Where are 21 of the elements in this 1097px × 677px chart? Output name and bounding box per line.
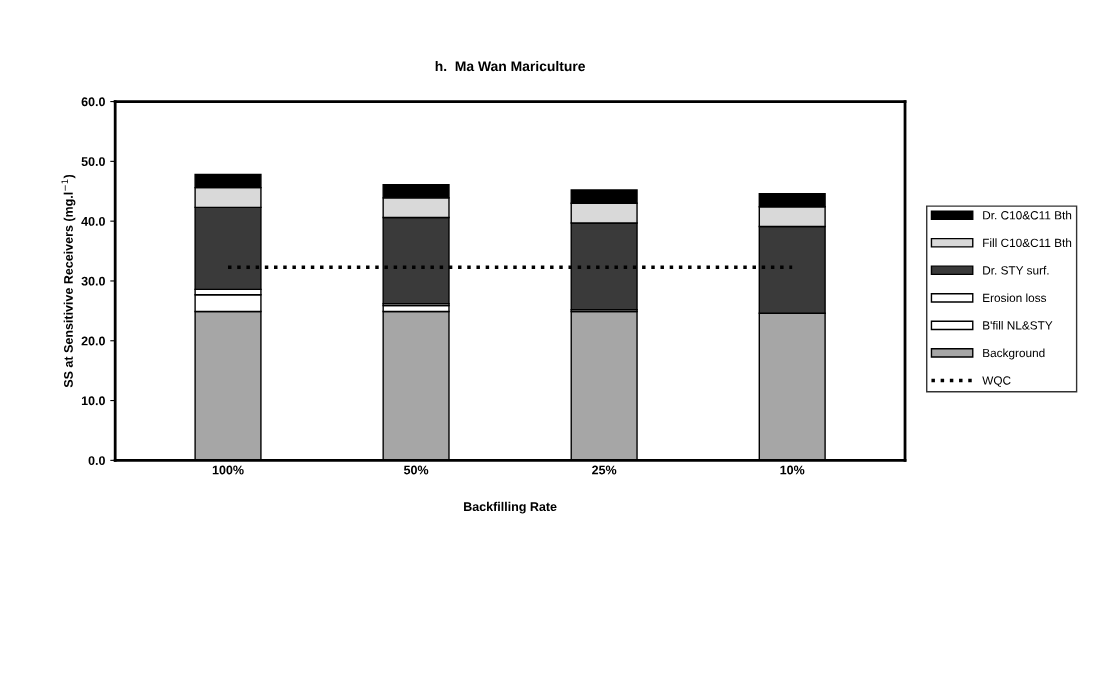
legend-label: Fill C10&C11 Bth [983, 238, 1072, 247]
y-tick-label: 10.0 [81, 396, 105, 406]
legend-label: Dr. STY surf. [983, 265, 1049, 275]
y-tick-label: 40.0 [81, 216, 105, 226]
y-tick-label: 20.0 [81, 336, 105, 346]
y-axis-title: SS at Sensitivive Receivers (mg.l$^{−1}$) [61, 174, 76, 388]
x-tick-label: 10% [780, 465, 805, 475]
y-tick-label: 60.0 [81, 97, 105, 107]
legend-label: Dr. C10&C11 Bth [983, 210, 1072, 220]
x-axis-title: Backfilling Rate [464, 501, 557, 514]
legend-label: WQC [982, 376, 1011, 387]
x-tick-label: 50% [403, 465, 429, 475]
legend-label: B'fill NL&STY [983, 320, 1053, 330]
x-tick-label: 100% [212, 465, 244, 475]
chart-title: h. Ma Wan Mariculture [435, 60, 585, 72]
x-tick-label: 25% [592, 465, 617, 475]
y-tick-label: 0.0 [88, 456, 105, 466]
y-tick-label: 30.0 [81, 276, 105, 286]
y-tick-label: 50.0 [81, 157, 105, 166]
legend-label: Erosion loss [983, 293, 1047, 303]
legend-label: Background [983, 348, 1045, 360]
